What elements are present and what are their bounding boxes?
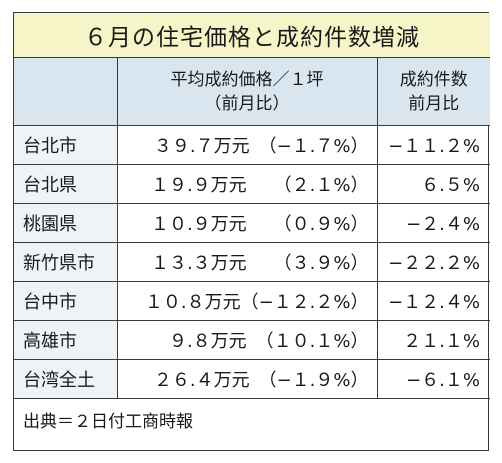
count-cell: ６.５% <box>376 164 490 204</box>
table-row: 台北県 １９.９万元 （２.１%） ６.５% <box>14 164 490 204</box>
count-cell: −２.４% <box>376 203 490 243</box>
header-blank <box>14 57 118 126</box>
table-row: 高雄市 ９.８万元 （１０.１%） ２１.１% <box>14 320 490 360</box>
price-cell: １０.９万元 （０.９%） <box>116 203 378 243</box>
count-cell: −１２.４% <box>376 281 490 321</box>
price-cell: ２６.４万元 （−１.９%） <box>116 359 378 399</box>
price-cell: １３.３万元 （３.９%） <box>116 242 378 282</box>
count-cell: −６.１% <box>376 359 490 399</box>
region-cell: 台北県 <box>14 164 118 204</box>
region-cell: 台中市 <box>14 281 118 321</box>
header-avg-price: 平均成約価格／１坪 （前月比） <box>116 57 378 126</box>
count-cell: −１１.２% <box>376 125 490 165</box>
price-cell: ３９.７万元 （−１.７%） <box>116 125 378 165</box>
header-count: 成約件数 前月比 <box>376 57 490 126</box>
price-cell: １０.８万元（−１２.２%） <box>116 281 378 321</box>
region-cell: 新竹県市 <box>14 242 118 282</box>
region-cell: 台湾全土 <box>14 359 118 399</box>
source-note: 出典＝２日付工商時報 <box>14 398 490 439</box>
count-cell: −２２.２% <box>376 242 490 282</box>
price-cell: ９.８万元 （１０.１%） <box>116 320 378 360</box>
region-cell: 桃園県 <box>14 203 118 243</box>
header-avg-price-line2: （前月比） <box>204 93 290 114</box>
region-cell: 台北市 <box>14 125 118 165</box>
table-row: 台中市 １０.８万元（−１２.２%） −１２.４% <box>14 281 490 321</box>
price-cell: １９.９万元 （２.１%） <box>116 164 378 204</box>
table-row: 新竹県市 １３.３万元 （３.９%） −２２.２% <box>14 242 490 282</box>
header-count-line2: 前月比 <box>408 93 460 114</box>
table-frame: ６月の住宅価格と成約件数増減 平均成約価格／１坪 （前月比） 成約件数 前月比 … <box>13 12 490 451</box>
count-cell: ２１.１% <box>376 320 490 360</box>
header-count-line1: 成約件数 <box>399 69 468 90</box>
table-row: 桃園県 １０.９万元 （０.９%） −２.４% <box>14 203 490 243</box>
table-row: 台湾全土 ２６.４万元 （−１.９%） −６.１% <box>14 359 490 399</box>
header-avg-price-line1: 平均成約価格／１坪 <box>170 69 324 90</box>
housing-price-table: ６月の住宅価格と成約件数増減 平均成約価格／１坪 （前月比） 成約件数 前月比 … <box>14 13 490 439</box>
region-cell: 高雄市 <box>14 320 118 360</box>
table-title: ６月の住宅価格と成約件数増減 <box>14 13 490 58</box>
table-row: 台北市 ３９.７万元 （−１.７%） −１１.２% <box>14 125 490 165</box>
